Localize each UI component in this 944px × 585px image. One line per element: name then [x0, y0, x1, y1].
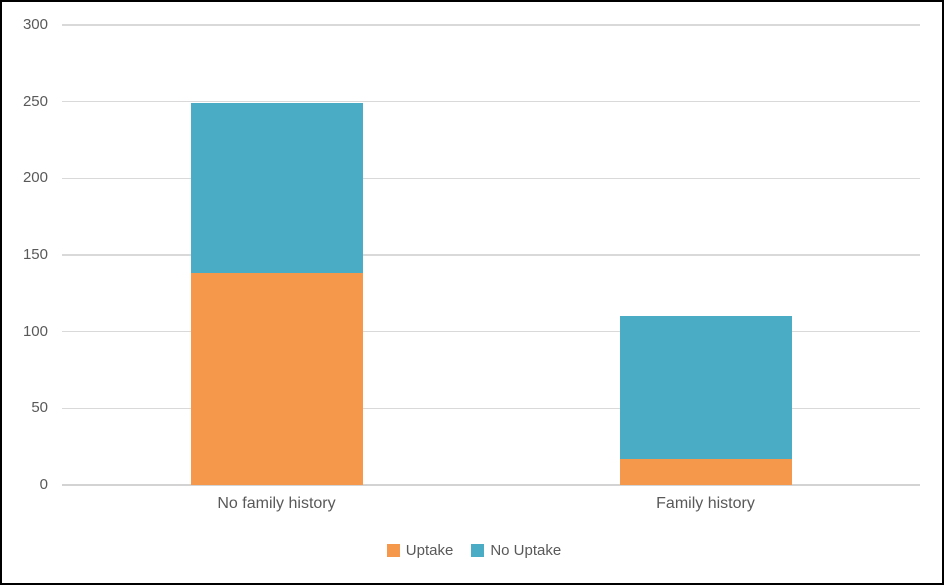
- bar-segment-no-uptake: [190, 103, 363, 274]
- y-axis-tick-label: 50: [31, 399, 48, 417]
- legend-item-no-uptake: No Uptake: [471, 542, 561, 559]
- gridline: [62, 407, 920, 410]
- gridline: [62, 177, 920, 180]
- bar-segment-uptake: [619, 458, 792, 485]
- legend-swatch-icon: [386, 544, 400, 557]
- x-axis-category-label: Family history: [656, 495, 755, 512]
- y-axis-tick-label: 300: [22, 16, 48, 33]
- y-axis-tick-label: 100: [22, 322, 48, 340]
- plot-area: [62, 24, 920, 486]
- bar-segment-uptake: [190, 273, 363, 485]
- y-axis-tick-label: 200: [22, 169, 48, 187]
- y-axis-tick-label: 0: [39, 476, 48, 493]
- y-axis-tick-label: 250: [22, 92, 48, 110]
- legend-swatch-icon: [471, 544, 485, 557]
- gridline: [62, 100, 920, 103]
- legend: Uptake No Uptake: [2, 542, 942, 559]
- y-axis-tick-label: 150: [22, 246, 48, 263]
- y-axis: 0 50 100 150 200 250 300: [2, 2, 48, 583]
- legend-item-label: No Uptake: [490, 542, 562, 559]
- bar-segment-no-uptake: [619, 316, 792, 459]
- legend-item-label: Uptake: [405, 542, 454, 559]
- gridline: [62, 330, 920, 333]
- x-axis-line: [62, 484, 920, 486]
- gridline: [62, 254, 920, 256]
- x-axis: No family history Family history: [62, 495, 920, 519]
- x-axis-category-label: No family history: [217, 495, 336, 512]
- legend-item-uptake: Uptake: [386, 542, 454, 559]
- gridline: [62, 24, 920, 26]
